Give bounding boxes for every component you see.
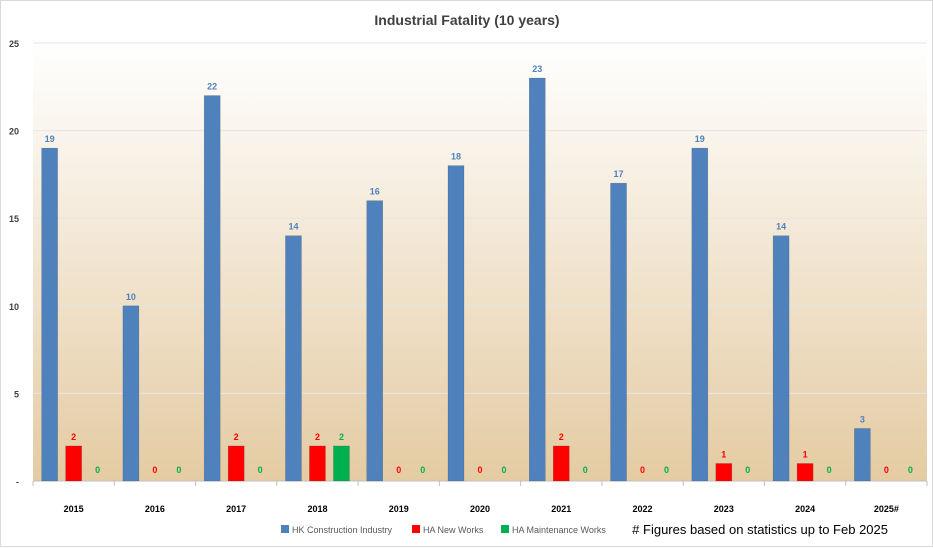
bar: [227, 445, 245, 482]
data-label: 2: [315, 432, 320, 442]
data-label: 3: [860, 414, 865, 424]
x-tick-label: 2024: [795, 504, 815, 514]
data-label: 0: [501, 465, 506, 475]
data-label: 0: [95, 465, 100, 475]
y-tick-label: 25: [9, 39, 19, 49]
bar: [796, 463, 814, 482]
data-label: 23: [532, 64, 542, 74]
data-label: 0: [477, 465, 482, 475]
legend: HK Construction Industry HA New Works HA M…: [281, 525, 606, 535]
y-axis: - 5 10 15 20 25: [9, 39, 19, 487]
data-label: 0: [664, 465, 669, 475]
bar: [309, 445, 326, 482]
data-label: 0: [396, 465, 401, 475]
bar: [333, 445, 350, 482]
y-tick-label: 5: [14, 389, 19, 399]
bar: [285, 235, 302, 482]
data-label: 0: [258, 465, 263, 475]
bar: [122, 305, 140, 482]
x-tick-label: 2020: [470, 504, 490, 514]
data-label: 2: [71, 432, 76, 442]
data-label: 0: [884, 465, 889, 475]
data-label: 0: [640, 465, 645, 475]
data-label: 0: [176, 465, 181, 475]
data-label: 19: [695, 134, 705, 144]
y-tick-label: 10: [9, 302, 19, 312]
chart-title: Industrial Fatality (10 years): [374, 12, 559, 28]
x-tick-label: 2025#: [874, 504, 899, 514]
legend-label: HK Construction Industry: [292, 525, 393, 535]
bar: [41, 147, 58, 482]
x-tick-label: 2018: [307, 504, 327, 514]
data-label: 2: [339, 432, 344, 442]
x-tick-label: 2021: [551, 504, 571, 514]
legend-label: HA Maintenance Works: [512, 525, 606, 535]
data-label: 14: [288, 222, 298, 232]
x-tick-label: 2015: [64, 504, 84, 514]
bar: [447, 165, 465, 482]
legend-swatch: [281, 525, 289, 533]
bar: [610, 182, 627, 482]
bar: [715, 463, 733, 482]
x-tick-label: 2019: [389, 504, 409, 514]
data-label: 2: [559, 432, 564, 442]
data-label: 10: [126, 292, 136, 302]
bar: [691, 147, 709, 482]
data-label: 0: [583, 465, 588, 475]
x-tick-label: 2022: [633, 504, 653, 514]
data-label: 14: [776, 222, 786, 232]
plot-area: [33, 43, 927, 481]
bar: [529, 77, 546, 482]
x-tick-label: 2017: [226, 504, 246, 514]
legend-swatch: [501, 525, 509, 533]
data-label: 16: [370, 187, 380, 197]
x-tick-label: 2023: [714, 504, 734, 514]
data-label: 18: [451, 152, 461, 162]
data-label: 1: [721, 449, 726, 459]
bar: [203, 95, 221, 482]
bar: [553, 445, 570, 482]
data-label: 2: [234, 432, 239, 442]
data-label: 17: [614, 169, 624, 179]
data-label: 0: [152, 465, 157, 475]
x-axis: 2015 2016 2017 2018 2019 2020 2021 2022 2023 2024…: [32, 481, 928, 514]
bar: [65, 445, 82, 482]
data-label: 0: [745, 465, 750, 475]
y-tick-label: 15: [9, 214, 19, 224]
chart-annotation: # Figures based on statistics up to Feb …: [632, 522, 888, 537]
bar: [854, 428, 871, 482]
data-label: 22: [207, 82, 217, 92]
x-tick-label: 2016: [145, 504, 165, 514]
bar: [366, 200, 383, 482]
data-label: 19: [45, 134, 55, 144]
y-tick-label: -: [16, 477, 19, 487]
data-label: 0: [908, 465, 913, 475]
bar: [772, 235, 790, 482]
data-label: 0: [827, 465, 832, 475]
data-label: 1: [803, 449, 808, 459]
y-tick-label: 20: [9, 127, 19, 137]
legend-label: HA New Works: [423, 525, 484, 535]
legend-swatch: [412, 525, 420, 533]
data-label: 0: [420, 465, 425, 475]
